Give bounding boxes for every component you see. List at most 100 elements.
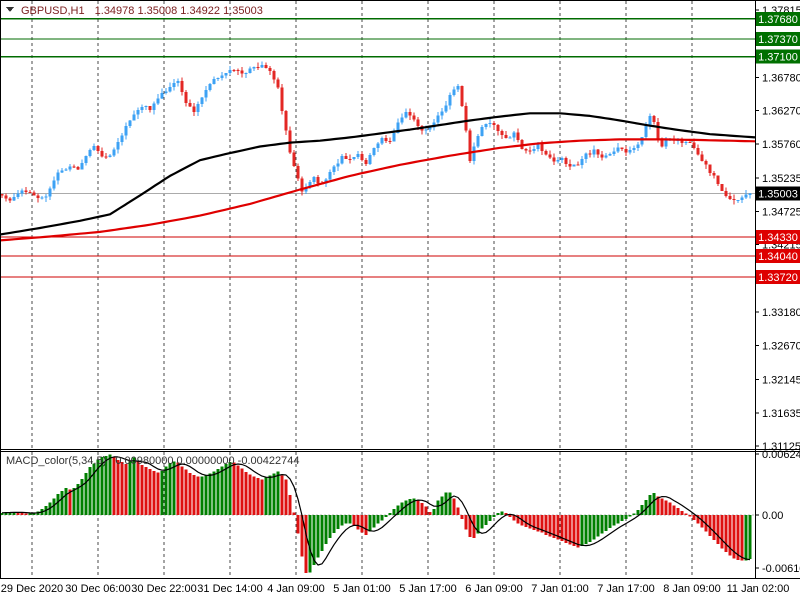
macd-histogram-bar [424, 506, 428, 515]
candle-body [748, 193, 752, 195]
macd-histogram-bar [164, 466, 168, 515]
candle-body [416, 119, 420, 126]
time-axis-label: 30 Dec 06:00 [65, 583, 130, 595]
candle-body [372, 148, 376, 155]
candle-body [176, 80, 180, 83]
macd-histogram-bar [244, 471, 248, 515]
candle-body [728, 196, 732, 199]
candle-body [104, 156, 108, 158]
macd-histogram-bar [232, 462, 236, 515]
resistance-price-badge [756, 11, 800, 26]
macd-histogram-bar [124, 463, 128, 515]
macd-histogram-bar [384, 515, 388, 518]
macd-histogram-bar [508, 515, 512, 518]
macd-histogram-bar [564, 515, 568, 544]
candle-body [512, 132, 516, 138]
candle-body [612, 151, 616, 155]
macd-histogram-bar [388, 512, 392, 515]
macd-histogram-bar [272, 473, 276, 515]
time-axis-label: 4 Jan 09:00 [267, 583, 325, 595]
price-tick-label: 1.35760 [762, 139, 800, 151]
candle-body [188, 103, 192, 107]
macd-histogram-bar [660, 498, 664, 515]
macd-histogram-bar [292, 512, 296, 515]
candle-body [684, 142, 688, 144]
symbol-dropdown-icon[interactable] [6, 7, 14, 12]
candle-body [292, 152, 296, 166]
candle-body [540, 144, 544, 152]
time-axis-label: 5 Jan 17:00 [399, 583, 457, 595]
candle-body [340, 155, 344, 164]
candle-body [708, 164, 712, 173]
macd-histogram-bar [360, 515, 364, 533]
macd-histogram-bar [312, 515, 316, 566]
candle-body [392, 132, 396, 142]
macd-histogram-bar [572, 515, 576, 546]
candle-body [652, 115, 656, 123]
macd-histogram-bar [632, 513, 636, 515]
macd-histogram-bar [668, 502, 672, 515]
candle-body [496, 125, 500, 132]
macd-histogram-bar [200, 476, 204, 515]
candle-body [144, 106, 148, 108]
macd-histogram-bar [296, 515, 300, 534]
candle-body [220, 75, 224, 79]
price-tick-label: 1.33180 [762, 307, 800, 319]
candle-body [568, 163, 572, 167]
time-axis-label: 6 Jan 09:00 [465, 583, 523, 595]
macd-histogram-bar [484, 515, 488, 526]
candle-body [288, 130, 292, 153]
macd-histogram-bar [108, 454, 112, 515]
macd-signal-line[interactable] [1, 456, 751, 566]
macd-histogram-bar [284, 479, 288, 515]
macd-histogram-bar [196, 476, 200, 515]
macd-histogram-bar [56, 494, 60, 515]
macd-histogram-bar [12, 511, 16, 515]
macd-histogram-bar [204, 475, 208, 515]
macd-histogram-bar [456, 507, 460, 515]
time-axis-label: 7 Jan 17:00 [597, 583, 655, 595]
time-axis-label: 11 Jan 02:00 [727, 583, 790, 595]
time-axis-label: 5 Jan 01:00 [333, 583, 391, 595]
support-price-badge [756, 269, 800, 284]
macd-histogram-bar [584, 515, 588, 545]
price-tick-label: 1.36270 [762, 106, 800, 118]
macd-axis-label: -0.006106 [762, 563, 800, 575]
candle-body [456, 86, 460, 90]
candle-body [376, 143, 380, 149]
macd-histogram-bar [368, 515, 372, 532]
candle-body [460, 86, 464, 106]
macd-histogram-bar [516, 515, 520, 524]
candle-body [228, 69, 232, 73]
candle-body [644, 125, 648, 138]
candle-body [80, 163, 84, 170]
candle-body [660, 140, 664, 147]
macd-histogram-bar [60, 491, 64, 515]
macd-histogram-bar [688, 515, 692, 517]
candle-body [576, 164, 580, 166]
black-moving-average-line[interactable] [0, 112, 756, 236]
macd-histogram-bar [156, 472, 160, 515]
macd-histogram-bar [364, 515, 368, 535]
candle-body [304, 187, 308, 192]
candle-body [164, 91, 168, 93]
candle-body [356, 153, 360, 157]
candle-body [724, 190, 728, 197]
candle-body [452, 89, 456, 95]
macd-histogram-bar [684, 513, 688, 515]
red-moving-average-line[interactable] [0, 138, 756, 242]
candle-body [448, 94, 452, 106]
candle-body [152, 103, 156, 111]
candle-body [720, 184, 724, 191]
macd-histogram-bar [748, 515, 752, 560]
resistance-price-badge-label: 1.37100 [758, 52, 798, 64]
macd-histogram-bar [324, 515, 328, 545]
macd-histogram-bar [176, 462, 180, 515]
macd-histogram-bar [732, 515, 736, 559]
macd-histogram-bar [724, 515, 728, 553]
candle-body [44, 196, 48, 198]
candle-body [664, 139, 668, 147]
time-axis-label: 29 Dec 2020 [1, 583, 63, 595]
indicator-name-label[interactable]: MACD_color(5,34,5) [6, 455, 106, 467]
